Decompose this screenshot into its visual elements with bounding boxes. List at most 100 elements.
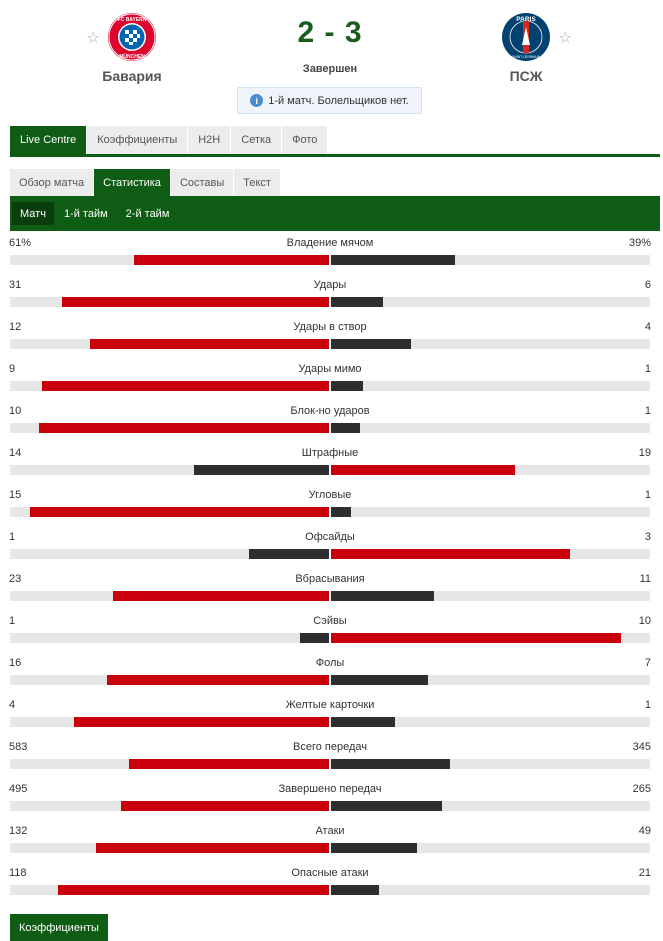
stat-home-bar <box>62 297 329 307</box>
stat-home-track <box>10 885 329 895</box>
tab-3[interactable]: Сетка <box>231 126 283 154</box>
stat-home-track <box>10 675 329 685</box>
stat-home-bar <box>96 843 329 853</box>
stat-name: Всего передач <box>293 741 367 753</box>
stat-home-value: 23 <box>9 573 22 585</box>
stat-home-track <box>10 507 329 517</box>
stat-home-value: 15 <box>9 489 22 501</box>
stat-away-value: 10 <box>638 615 651 627</box>
stat-home-track <box>10 801 329 811</box>
stat-name: Удары мимо <box>298 363 362 375</box>
stat-name: Атаки <box>315 825 345 837</box>
stat-row: 4 Желтые карточки 1 <box>9 699 651 741</box>
stat-away-bar <box>331 549 570 559</box>
stat-home-value: 61% <box>9 237 32 249</box>
svg-text:SAINT-GERMAIN: SAINT-GERMAIN <box>512 55 541 59</box>
stat-home-value: 31 <box>9 279 22 291</box>
stat-home-bar <box>30 507 329 517</box>
stat-home-bar <box>42 381 329 391</box>
stat-away-bar <box>331 465 515 475</box>
stat-home-track <box>10 759 329 769</box>
stat-home-bar <box>58 885 329 895</box>
favorite-star-icon[interactable]: ☆ <box>86 30 101 47</box>
stat-home-track <box>10 297 329 307</box>
stat-home-bar <box>39 423 329 433</box>
stat-row: 118 Опасные атаки 21 <box>9 867 651 909</box>
stat-away-value: 1 <box>644 699 651 711</box>
stat-home-bar <box>121 801 329 811</box>
period-bar: Матч 1-й тайм 2-й тайм <box>10 196 660 231</box>
stat-home-value: 1 <box>9 531 16 543</box>
stat-away-track <box>331 423 650 433</box>
stat-away-value: 49 <box>638 825 651 837</box>
stat-row: 9 Удары мимо 1 <box>9 363 651 405</box>
stat-name: Офсайды <box>305 531 355 543</box>
stat-away-bar <box>331 591 434 601</box>
subtab-0[interactable]: Обзор матча <box>10 169 95 196</box>
stat-name: Удары <box>313 279 347 291</box>
favorite-star-icon[interactable]: ☆ <box>558 30 573 47</box>
stat-home-track <box>10 591 329 601</box>
period-tab-1[interactable]: 1-й тайм <box>63 207 108 220</box>
stat-away-bar <box>331 339 411 349</box>
stat-away-bar <box>331 255 455 265</box>
home-team[interactable]: FC BAYERN MÜNCHEN Бавария <box>72 12 192 84</box>
stat-home-value: 583 <box>9 741 28 753</box>
stat-name: Фолы <box>315 657 345 669</box>
stat-home-track <box>10 381 329 391</box>
stat-name: Удары в створ <box>293 321 367 333</box>
stat-name: Угловые <box>308 489 352 501</box>
stat-home-track <box>10 633 329 643</box>
stat-away-track <box>331 381 650 391</box>
stat-away-track <box>331 507 650 517</box>
stat-home-value: 9 <box>9 363 16 375</box>
stat-home-bar <box>90 339 329 349</box>
psg-logo: PARIS SAINT-GERMAIN <box>502 13 550 61</box>
subtab-1[interactable]: Статистика <box>94 169 171 196</box>
away-team[interactable]: PARIS SAINT-GERMAIN ПСЖ <box>466 12 586 84</box>
period-tab-0[interactable]: Матч <box>12 202 54 225</box>
svg-text:FC BAYERN: FC BAYERN <box>118 17 147 23</box>
stat-home-track <box>10 255 329 265</box>
match-info-box: i 1-й матч. Болельщиков нет. <box>237 87 422 114</box>
period-tab-2[interactable]: 2-й тайм <box>125 207 170 220</box>
stat-away-bar <box>331 801 442 811</box>
stat-away-track <box>331 675 650 685</box>
home-team-name[interactable]: Бавария <box>102 68 162 84</box>
match-header: ☆ FC BAYERN MÜNCHEN Бавария 2 - 3 Заверш… <box>0 0 663 120</box>
svg-text:PARIS: PARIS <box>516 16 536 23</box>
tab-0[interactable]: Live Centre <box>10 126 88 154</box>
match-info-text: 1-й матч. Болельщиков нет. <box>268 94 409 107</box>
tab-4[interactable]: Фото <box>282 126 329 154</box>
stat-row: 61% Владение мячом 39% <box>9 237 651 279</box>
stat-row: 15 Угловые 1 <box>9 489 651 531</box>
odds-button[interactable]: Коэффициенты <box>10 914 108 941</box>
stat-away-track <box>331 591 650 601</box>
stat-name: Желтые карточки <box>285 699 375 711</box>
stat-home-bar <box>249 549 329 559</box>
stat-home-value: 118 <box>9 867 27 879</box>
subtab-2[interactable]: Составы <box>170 169 235 196</box>
stat-row: 31 Удары 6 <box>9 279 651 321</box>
stat-row: 12 Удары в створ 4 <box>9 321 651 363</box>
stat-name: Владение мячом <box>286 237 374 249</box>
tab-2[interactable]: H2H <box>188 126 232 154</box>
stat-away-value: 345 <box>632 741 651 753</box>
stat-row: 23 Вбрасывания 11 <box>9 573 651 615</box>
stat-home-track <box>10 423 329 433</box>
stat-row: 16 Фолы 7 <box>9 657 651 699</box>
stat-home-bar <box>74 717 329 727</box>
stat-home-bar <box>134 255 329 265</box>
stat-row: 132 Атаки 49 <box>9 825 651 867</box>
stat-away-track <box>331 549 650 559</box>
tab-1[interactable]: Коэффициенты <box>87 126 189 154</box>
stat-home-value: 16 <box>9 657 22 669</box>
match-status: Завершен <box>302 63 358 75</box>
stat-home-bar <box>300 633 329 643</box>
stat-away-value: 1 <box>644 363 651 375</box>
stat-row: 10 Блок-но ударов 1 <box>9 405 651 447</box>
subtab-3[interactable]: Текст <box>234 169 281 196</box>
away-team-name[interactable]: ПСЖ <box>509 68 543 84</box>
stat-row: 583 Всего передач 345 <box>9 741 651 783</box>
stat-home-value: 4 <box>9 699 16 711</box>
